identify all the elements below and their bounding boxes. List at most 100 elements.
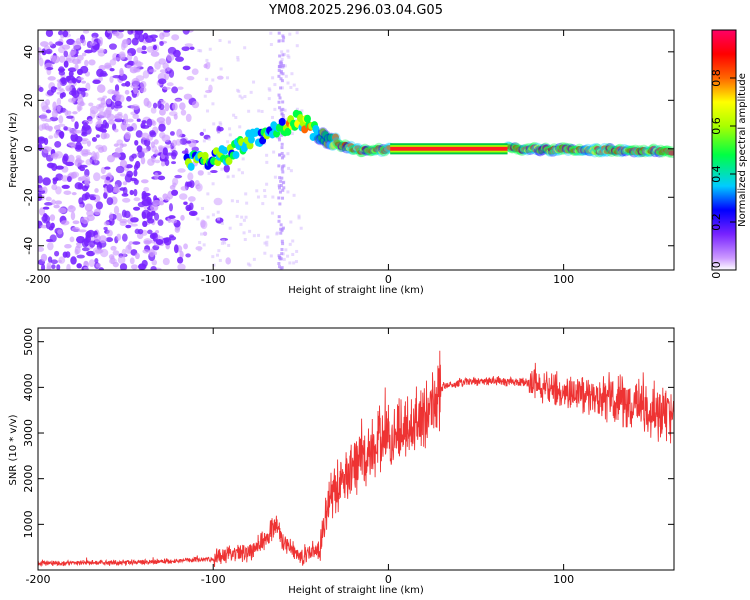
spectrogram-noise-speck [281, 252, 285, 256]
spectrogram-noise-blob [72, 220, 80, 225]
spectrogram-noise-blob [45, 30, 54, 38]
spectrogram-noise-blob [113, 128, 119, 133]
spectrogram-noise-blob [98, 235, 107, 243]
spectrogram-noise-blob [69, 128, 78, 136]
spectrogram-streak-speck [278, 153, 282, 157]
spectrogram-noise-speck [286, 254, 290, 258]
spectrogram-noise-speck [265, 182, 269, 186]
spectrogram-noise-blob [109, 59, 117, 66]
spectrogram-tone-blob [668, 150, 674, 156]
spectrogram-streak-speck [278, 96, 282, 100]
spectrogram-noise-speck [226, 140, 230, 144]
spectrogram-noise-speck [206, 109, 210, 113]
spectrogram-noise-blob [60, 220, 70, 226]
spectrogram-tone-bar-core [390, 146, 508, 151]
spectrogram-noise-blob [94, 258, 99, 264]
spectrogram-noise-blob [146, 118, 153, 128]
spectrogram-noise-blob [104, 64, 113, 70]
spectrogram-noise-blob [172, 182, 177, 188]
spectrogram-noise-blob [143, 186, 150, 192]
spectrogram-noise-blob [173, 244, 179, 254]
spectrogram-noise-blob [57, 30, 64, 36]
spectrogram-noise-blob [168, 69, 175, 78]
spectrogram-noise-blob [199, 131, 205, 136]
spectrogram-noise-speck [243, 238, 247, 242]
spectrogram-noise-blob [114, 147, 123, 154]
spectrogram-noise-blob [142, 70, 150, 79]
spectrogram-noise-blob [95, 151, 100, 160]
spectrogram-noise-blob [53, 204, 60, 209]
spectrogram-noise-blob [129, 155, 135, 162]
spectrogram-noise-blob [38, 47, 42, 55]
spectrogram-streak-speck [280, 167, 284, 171]
snr-ytick-label: 1000 [22, 510, 35, 538]
spectrogram-noise-blob [83, 260, 89, 266]
spectrogram-noise-blob [41, 263, 46, 270]
spectrogram-noise-blob [59, 89, 66, 93]
spectrogram-noise-speck [252, 257, 256, 261]
spectrogram-noise-blob [71, 191, 77, 196]
spectrogram-noise-blob [38, 207, 46, 216]
spectrogram-noise-speck [294, 260, 298, 264]
spectrogram-ytick-label: 40 [22, 45, 35, 59]
spectrogram-noise-speck [212, 122, 216, 126]
spectrogram-noise-speck [207, 62, 211, 66]
spectrogram-noise-speck [286, 49, 290, 53]
spectrogram-noise-blob [58, 55, 66, 63]
spectrogram-noise-blob [105, 237, 114, 243]
spectrogram-noise-blob [68, 70, 74, 77]
spectrogram-noise-blob [141, 259, 148, 268]
spectrogram-noise-blob [133, 169, 138, 177]
spectrogram-noise-blob [133, 188, 138, 197]
spectrogram-noise-blob [174, 226, 180, 233]
spectrogram-noise-blob [62, 30, 69, 38]
spectrogram-noise-blob [172, 49, 181, 58]
spectrogram-noise-blob [130, 217, 139, 223]
spectrogram-noise-blob [78, 101, 86, 107]
spectrogram-noise-blob [130, 264, 138, 270]
colorbar-axes: 0.00.20.40.60.8 [710, 29, 737, 279]
spectrogram-noise-speck [280, 57, 284, 61]
spectrogram-noise-speck [237, 168, 241, 172]
spectrogram-noise-blob [50, 259, 58, 265]
spectrogram-noise-blob [55, 41, 64, 46]
spectrogram-noise-blob [61, 44, 71, 50]
spectrogram-noise-blob [115, 165, 125, 174]
spectrogram-noise-blob [70, 47, 77, 56]
spectrogram-noise-blob [46, 67, 54, 71]
spectrogram-noise-speck [238, 94, 242, 98]
spectrogram-noise-blob [182, 30, 190, 35]
snr-axes: -200 -100 0 100 1000 2000 3000 4000 5000 [22, 328, 674, 586]
spectrogram-streak-speck [279, 86, 283, 90]
spectrogram-noise-blob [132, 67, 141, 73]
spectrogram-noise-blob [132, 206, 141, 211]
spectrogram-noise-speck [217, 249, 221, 253]
spectrogram-noise-speck [218, 38, 222, 42]
spectrogram-noise-speck [269, 43, 273, 47]
spectrogram-noise-blob [150, 204, 159, 212]
spectrogram-noise-blob [177, 256, 184, 264]
spectrogram-noise-blob [164, 159, 170, 167]
spectrogram-noise-blob [118, 51, 126, 59]
colorbar-tick-label: 0.8 [710, 69, 723, 87]
spectrogram-noise-speck [287, 55, 291, 59]
spectrogram-tone-blob [284, 127, 292, 136]
spectrogram-noise-speck [243, 46, 247, 50]
spectrogram-noise-blob [74, 182, 83, 190]
spectrogram-noise-blob [57, 80, 62, 89]
spectrogram-streak-speck [281, 181, 285, 185]
spectrogram-noise-blob [186, 181, 193, 187]
spectrogram-noise-blob [152, 199, 161, 206]
spectrogram-noise-speck [249, 90, 253, 94]
spectrogram-noise-blob [49, 234, 57, 243]
spectrogram-streak-speck [278, 54, 282, 58]
spectrogram-noise-blob [55, 165, 64, 170]
snr-frame [37, 327, 675, 571]
spectrogram-noise-blob [47, 76, 56, 81]
spectrogram-streak-speck [278, 61, 282, 65]
spectrogram-noise-blob [86, 140, 92, 147]
spectrogram-noise-speck [291, 252, 295, 256]
spectrogram-noise-blob [147, 229, 153, 235]
spectrogram-noise-speck [292, 83, 296, 87]
spectrogram-noise-blob [81, 247, 90, 252]
